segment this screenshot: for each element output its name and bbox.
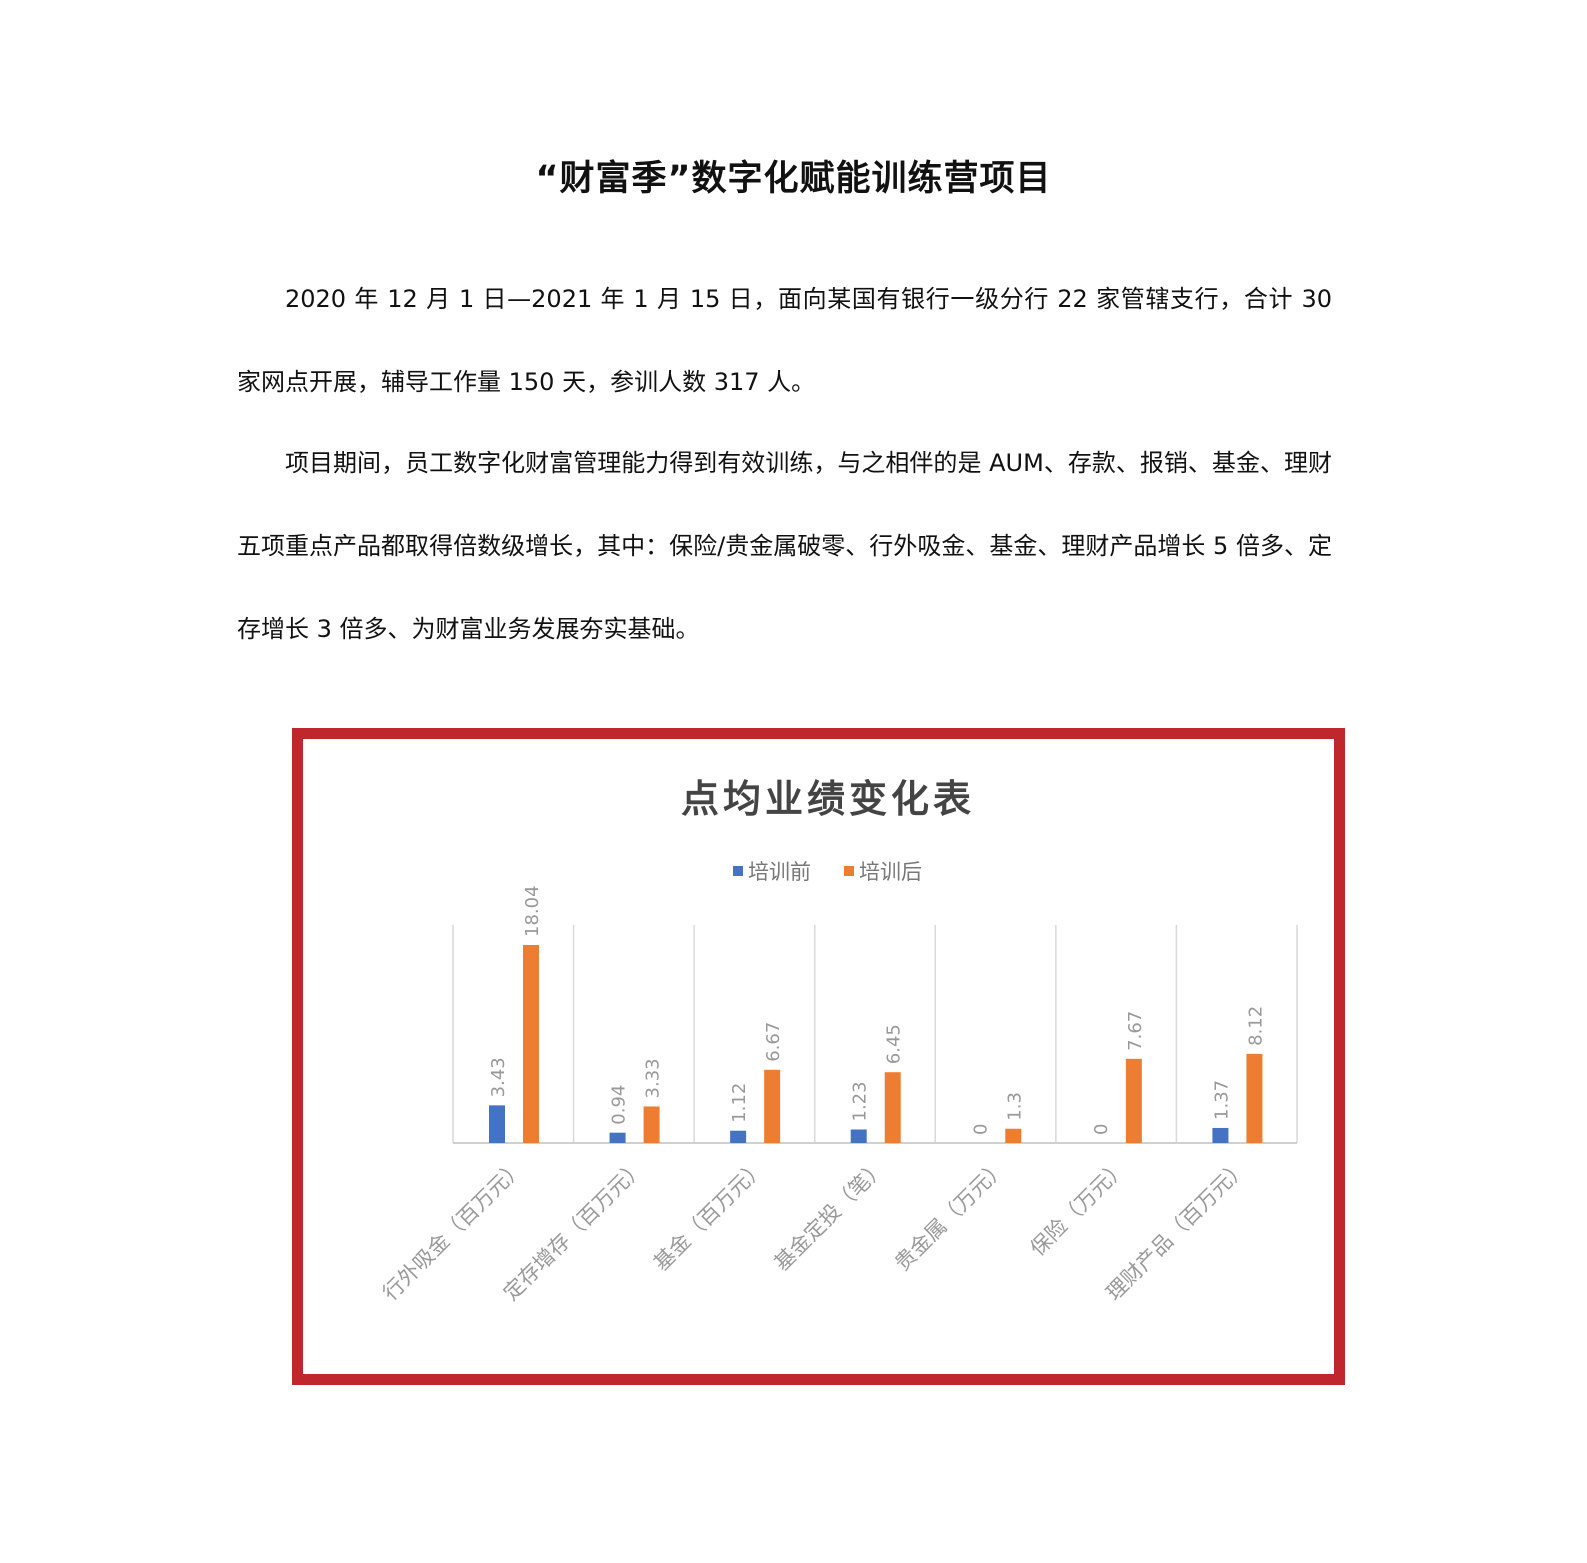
chart-frame — [292, 728, 1345, 1385]
data-label: 3.33 — [643, 1058, 664, 1098]
data-label: 3.43 — [488, 1057, 509, 1097]
data-label: 6.45 — [884, 1024, 905, 1064]
category-label: 贵金属（万元） — [890, 1155, 1011, 1276]
legend-label-0: 培训前 — [748, 860, 811, 884]
data-label: 1.23 — [850, 1081, 871, 1121]
bar-after — [643, 1106, 660, 1143]
paragraph-project-summary: 2020 年 12 月 1 日—2021 年 1 月 15 日，面向某国有银行一… — [237, 285, 1332, 396]
data-label: 1.37 — [1211, 1080, 1232, 1120]
data-label: 8.12 — [1245, 1006, 1266, 1046]
data-label: 0 — [1091, 1124, 1112, 1135]
data-label: 7.67 — [1125, 1011, 1146, 1051]
category-label: 保险（万元） — [1026, 1155, 1132, 1261]
data-label: 1.12 — [729, 1083, 750, 1123]
legend-swatch-1 — [844, 866, 854, 876]
bar-before — [609, 1132, 626, 1143]
bar-after — [884, 1072, 901, 1143]
bar-after — [764, 1069, 781, 1143]
bar-after — [1005, 1128, 1022, 1143]
data-label: 1.3 — [1004, 1092, 1025, 1121]
bar-before — [730, 1130, 747, 1143]
bar-before — [1212, 1127, 1229, 1143]
data-label: 6.67 — [763, 1022, 784, 1062]
bar-before — [489, 1105, 505, 1143]
legend-label-1: 培训后 — [859, 860, 922, 884]
bar-after — [1246, 1053, 1263, 1143]
category-label: 基金定投（笔） — [770, 1155, 891, 1276]
bar-before — [850, 1129, 867, 1143]
paragraph-project-results: 项目期间，员工数字化财富管理能力得到有效训练，与之相伴的是 AUM、存款、报销、… — [237, 449, 1332, 643]
bar-after — [1125, 1058, 1142, 1143]
data-label: 0 — [970, 1124, 991, 1135]
data-label: 18.04 — [522, 885, 543, 937]
chart-title: 点均业绩变化表 — [681, 777, 975, 821]
document-title: “财富季”数字化赋能训练营项目 — [535, 159, 1052, 199]
bar-after — [523, 945, 539, 1143]
data-label: 0.94 — [609, 1085, 630, 1125]
category-label: 基金（百万元） — [649, 1155, 770, 1276]
legend-swatch-0 — [733, 866, 743, 876]
